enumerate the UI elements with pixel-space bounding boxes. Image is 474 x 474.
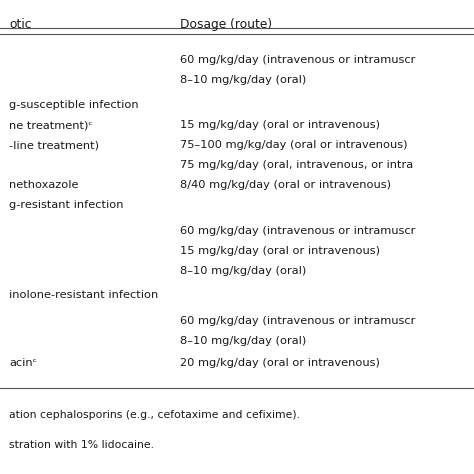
Text: inolone-resistant infection: inolone-resistant infection (9, 290, 159, 300)
Text: nethoxazole: nethoxazole (9, 180, 79, 190)
Text: -line treatment): -line treatment) (9, 140, 100, 150)
Text: acinᶜ: acinᶜ (9, 358, 37, 368)
Text: 60 mg/kg/day (intravenous or intramuscr: 60 mg/kg/day (intravenous or intramuscr (180, 226, 416, 236)
Text: 75–100 mg/kg/day (oral or intravenous): 75–100 mg/kg/day (oral or intravenous) (180, 140, 408, 150)
Text: 15 mg/kg/day (oral or intravenous): 15 mg/kg/day (oral or intravenous) (180, 120, 380, 130)
Text: 75 mg/kg/day (oral, intravenous, or intra: 75 mg/kg/day (oral, intravenous, or intr… (180, 160, 413, 170)
Text: 8–10 mg/kg/day (oral): 8–10 mg/kg/day (oral) (180, 266, 306, 276)
Text: g-susceptible infection: g-susceptible infection (9, 100, 139, 110)
Text: 60 mg/kg/day (intravenous or intramuscr: 60 mg/kg/day (intravenous or intramuscr (180, 55, 416, 65)
Text: stration with 1% lidocaine.: stration with 1% lidocaine. (9, 440, 155, 450)
Text: 8/40 mg/kg/day (oral or intravenous): 8/40 mg/kg/day (oral or intravenous) (180, 180, 391, 190)
Text: otic: otic (9, 18, 32, 31)
Text: Dosage (route): Dosage (route) (180, 18, 272, 31)
Text: ation cephalosporins (e.g., cefotaxime and cefixime).: ation cephalosporins (e.g., cefotaxime a… (9, 410, 301, 420)
Text: 8–10 mg/kg/day (oral): 8–10 mg/kg/day (oral) (180, 75, 306, 85)
Text: ne treatment)ᶜ: ne treatment)ᶜ (9, 120, 93, 130)
Text: 60 mg/kg/day (intravenous or intramuscr: 60 mg/kg/day (intravenous or intramuscr (180, 316, 416, 326)
Text: 15 mg/kg/day (oral or intravenous): 15 mg/kg/day (oral or intravenous) (180, 246, 380, 256)
Text: g-resistant infection: g-resistant infection (9, 200, 124, 210)
Text: 20 mg/kg/day (oral or intravenous): 20 mg/kg/day (oral or intravenous) (180, 358, 380, 368)
Text: 8–10 mg/kg/day (oral): 8–10 mg/kg/day (oral) (180, 336, 306, 346)
